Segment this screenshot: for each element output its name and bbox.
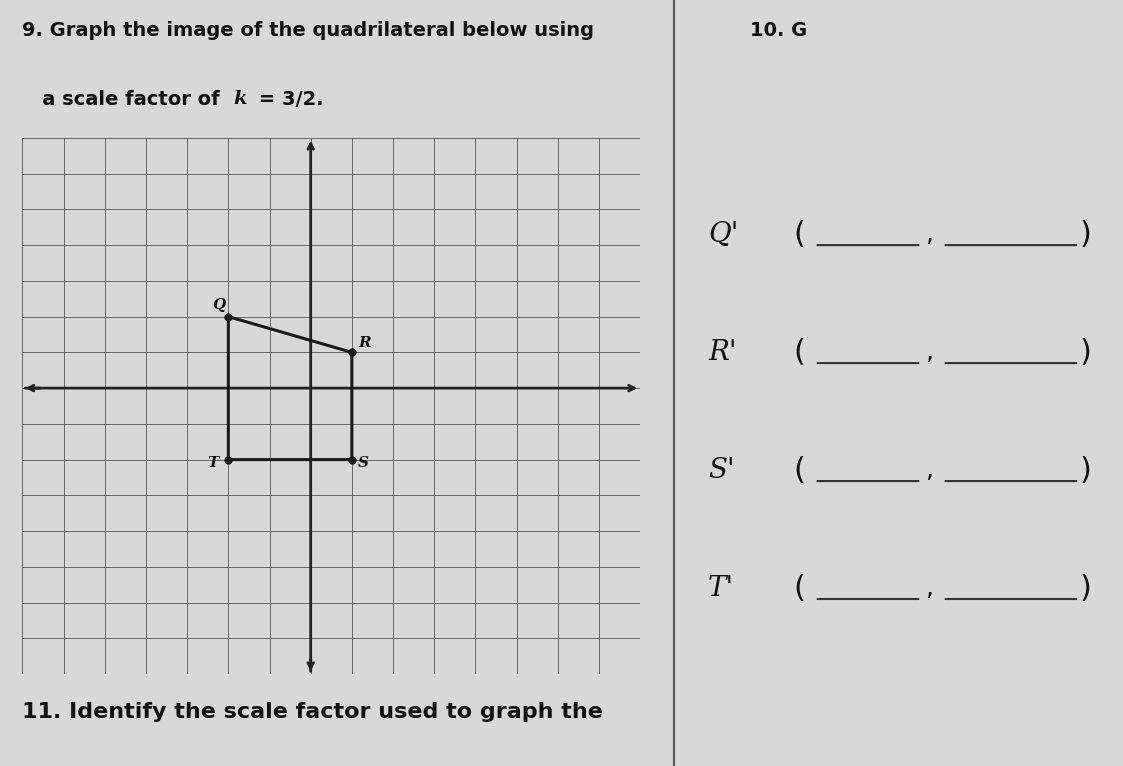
Text: (: ( [793, 220, 805, 249]
Text: ,: , [925, 458, 933, 483]
Text: S': S' [707, 457, 734, 484]
Text: ): ) [1079, 338, 1092, 367]
Text: ): ) [1079, 220, 1092, 249]
Text: S: S [358, 456, 369, 470]
Text: ,: , [925, 576, 933, 601]
Text: a scale factor of: a scale factor of [22, 90, 226, 109]
Text: = 3/2.: = 3/2. [252, 90, 323, 109]
Text: (: ( [793, 456, 805, 485]
Text: k: k [234, 90, 247, 107]
Text: ,: , [925, 222, 933, 247]
Text: R: R [358, 336, 371, 350]
Text: ,: , [925, 340, 933, 365]
Text: (: ( [793, 338, 805, 367]
Text: ): ) [1079, 574, 1092, 603]
Text: 11. Identify the scale factor used to graph the: 11. Identify the scale factor used to gr… [22, 702, 603, 722]
Text: R': R' [707, 339, 737, 366]
Text: (: ( [793, 574, 805, 603]
Text: 10. G: 10. G [750, 21, 806, 40]
Text: 9. Graph the image of the quadrilateral below using: 9. Graph the image of the quadrilateral … [22, 21, 594, 40]
Text: ): ) [1079, 456, 1092, 485]
Text: T': T' [707, 574, 734, 602]
Text: T: T [208, 456, 219, 470]
Text: Q': Q' [707, 221, 738, 248]
Text: Q: Q [212, 299, 225, 313]
